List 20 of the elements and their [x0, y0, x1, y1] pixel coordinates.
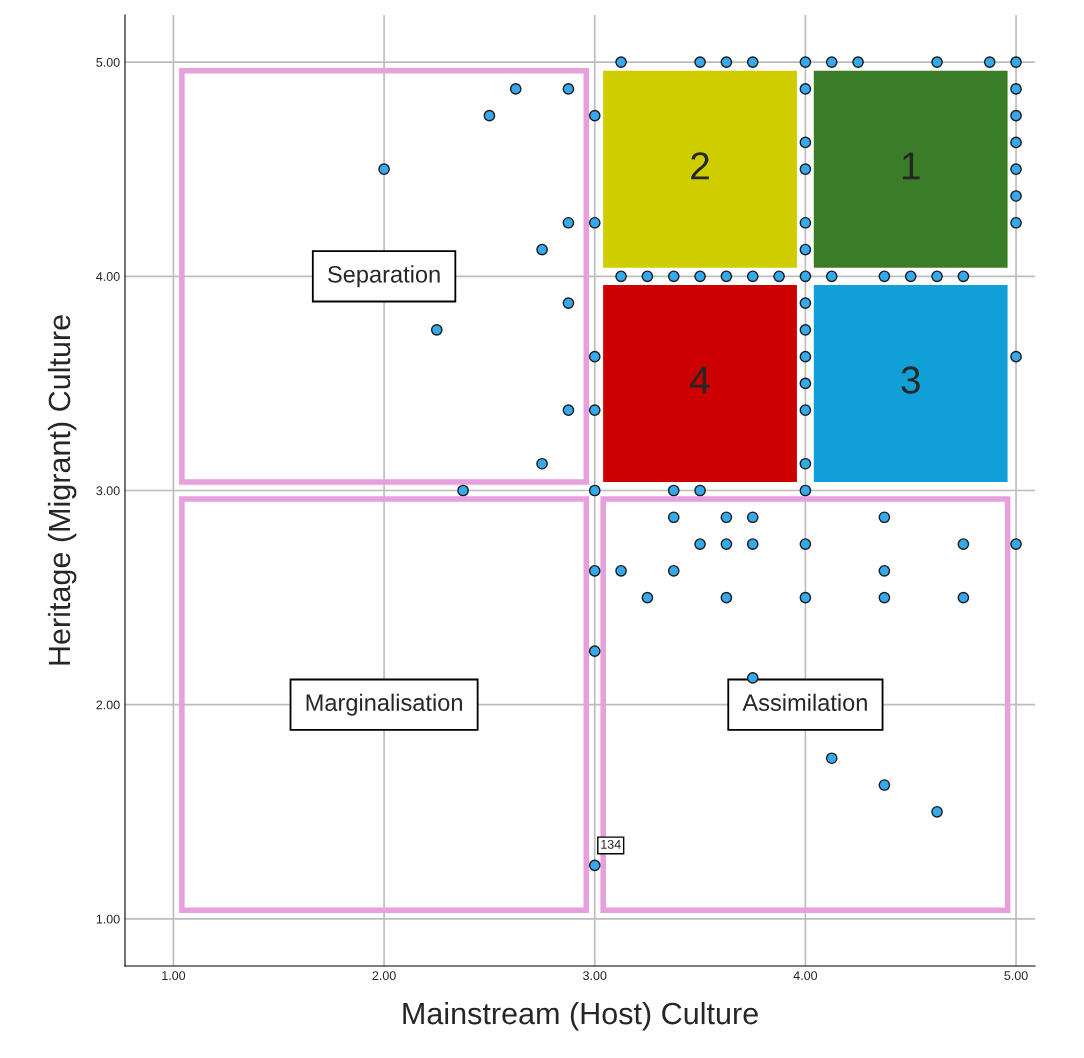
y-tick-label: 3.00 [96, 486, 120, 496]
y-axis-title: Heritage (Migrant) Culture [47, 315, 77, 665]
annotation: Marginalisation [306, 693, 462, 716]
annotation: 1 [902, 152, 920, 180]
annotation: 4 [690, 366, 710, 394]
annotation: 3 [901, 366, 920, 394]
x-tick-label: 2.00 [372, 971, 396, 981]
y-tick-label: 1.00 [96, 914, 120, 924]
x-tick-label: 4.00 [793, 971, 818, 981]
annotation: Separation [328, 265, 440, 288]
annotation: Assimilation [742, 693, 867, 711]
x-tick-label: 5.00 [1004, 971, 1028, 981]
y-tick-label: 4.00 [96, 272, 120, 281]
annotation: 2 [691, 152, 709, 180]
x-tick-label: 1.00 [162, 971, 186, 981]
x-axis-title: Mainstream (Host) Culture [403, 1001, 758, 1031]
annotation: 134 [601, 839, 621, 849]
y-tick-label: 2.00 [96, 700, 120, 710]
x-tick-label: 3.00 [583, 971, 607, 981]
y-tick-label: 5.00 [96, 57, 120, 67]
